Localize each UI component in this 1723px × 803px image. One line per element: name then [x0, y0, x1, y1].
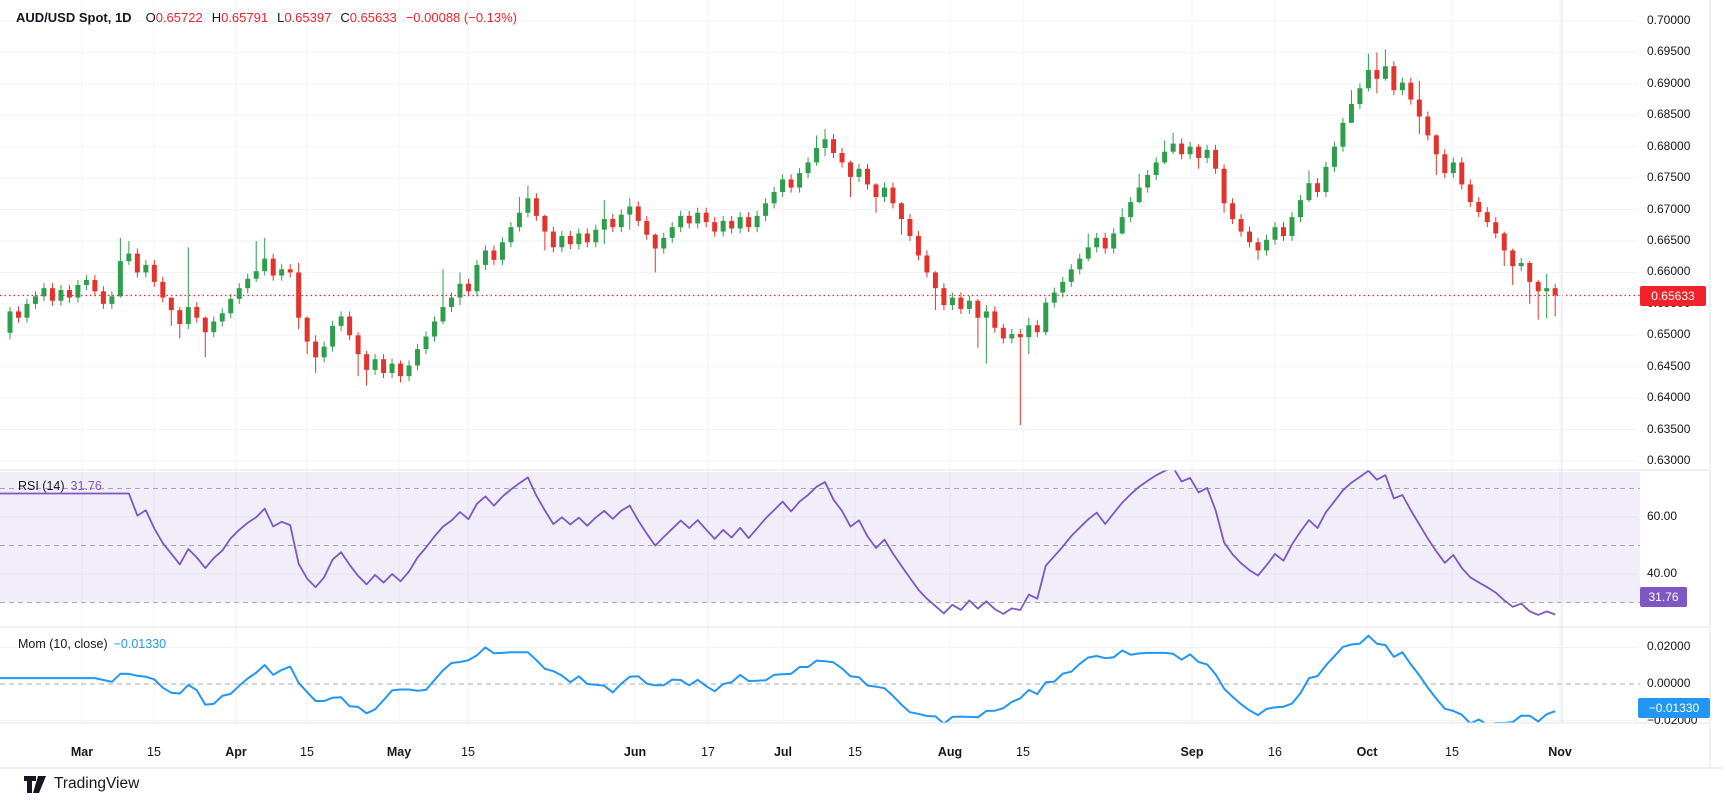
price-axis-label: 0.67500 — [1647, 170, 1691, 185]
price-axis-label: 0.64500 — [1647, 358, 1691, 373]
change-value: −0.00088 (−0.13%) — [405, 10, 518, 25]
price-axis-label: 0.66000 — [1647, 264, 1691, 279]
momentum-line — [0, 634, 1556, 723]
rsi-label: RSI (14) — [18, 479, 65, 493]
rsi-badge: 31.76 — [1640, 587, 1687, 608]
price-axis-label: 0.70000 — [1647, 13, 1691, 27]
price-axis-label: 0.66500 — [1647, 233, 1691, 247]
pane-borders — [0, 0, 1723, 769]
time-axis-label[interactable]: Aug — [937, 745, 963, 759]
ohlc-low: L0.65397 — [277, 10, 332, 25]
tradingview-logo-icon — [24, 775, 46, 793]
rsi-axis-label: 60.00 — [1647, 509, 1678, 523]
ohlc-close: C0.65633 — [340, 10, 397, 25]
rsi-value: 31.76 — [70, 479, 102, 493]
price-axis-label: 0.65000 — [1647, 327, 1691, 342]
level-lines — [0, 488, 1640, 685]
symbol-title[interactable]: AUD/USD Spot, 1D — [16, 10, 132, 25]
time-axis-label[interactable]: 15 — [848, 745, 862, 759]
price-axis-label: 0.63000 — [1647, 453, 1691, 468]
time-axis-label[interactable]: 16 — [1268, 745, 1282, 759]
candles — [7, 49, 1558, 426]
time-axis-label[interactable]: May — [386, 745, 412, 759]
mom-legend[interactable]: Mom (10, close) −0.01330 — [18, 637, 166, 651]
tradingview-logo-text: TradingView — [54, 775, 140, 792]
price-axis-label: 0.67000 — [1647, 201, 1691, 216]
symbol-header: AUD/USD Spot, 1D O0.65722 H0.65791 L0.65397… — [16, 10, 517, 25]
price-axis-label: 0.68500 — [1647, 107, 1691, 122]
price-axis-label: 0.69500 — [1647, 44, 1691, 59]
mom-axis-label: 0.02000 — [1647, 639, 1691, 654]
price-axis-label: 0.68000 — [1647, 138, 1691, 153]
time-axis-label[interactable]: 15 — [147, 745, 161, 759]
mom-label: Mom (10, close) — [18, 637, 108, 651]
ohlc-high: H0.65791 — [211, 10, 269, 25]
time-axis-label[interactable]: Apr — [225, 745, 247, 759]
mom-value: −0.01330 — [113, 637, 167, 651]
time-axis-label[interactable]: Jul — [773, 745, 793, 759]
gridlines — [0, 0, 1638, 723]
price-axis-label: 0.63500 — [1647, 421, 1691, 436]
time-axis-label[interactable]: Oct — [1356, 745, 1378, 759]
time-axis-label[interactable]: 15 — [1445, 745, 1459, 759]
time-axis-label[interactable]: Jun — [623, 745, 647, 759]
time-axis-label[interactable]: 15 — [461, 745, 475, 759]
mom-badge: −0.01330 — [1638, 698, 1710, 719]
rsi-legend[interactable]: RSI (14) 31.76 — [18, 479, 102, 493]
time-axis-label[interactable]: Nov — [1548, 745, 1572, 759]
time-axis-label[interactable]: 15 — [300, 745, 314, 759]
time-axis-label[interactable]: 15 — [1016, 745, 1030, 759]
price-badge: 0.65633 — [1640, 285, 1706, 306]
tradingview-logo[interactable]: TradingView — [24, 775, 139, 793]
time-axis-label[interactable]: 17 — [701, 745, 715, 759]
price-axis-label: 0.69000 — [1647, 75, 1691, 90]
rsi-line — [0, 470, 1556, 616]
time-axis-label[interactable]: Sep — [1180, 745, 1204, 759]
mom-axis-label: 0.00000 — [1647, 676, 1691, 690]
price-axis-label: 0.64000 — [1647, 390, 1691, 405]
time-axis-label[interactable]: Mar — [70, 745, 94, 759]
rsi-band — [0, 472, 1640, 602]
ohlc-open: O0.65722 — [145, 10, 203, 25]
rsi-axis-label: 40.00 — [1647, 566, 1678, 580]
